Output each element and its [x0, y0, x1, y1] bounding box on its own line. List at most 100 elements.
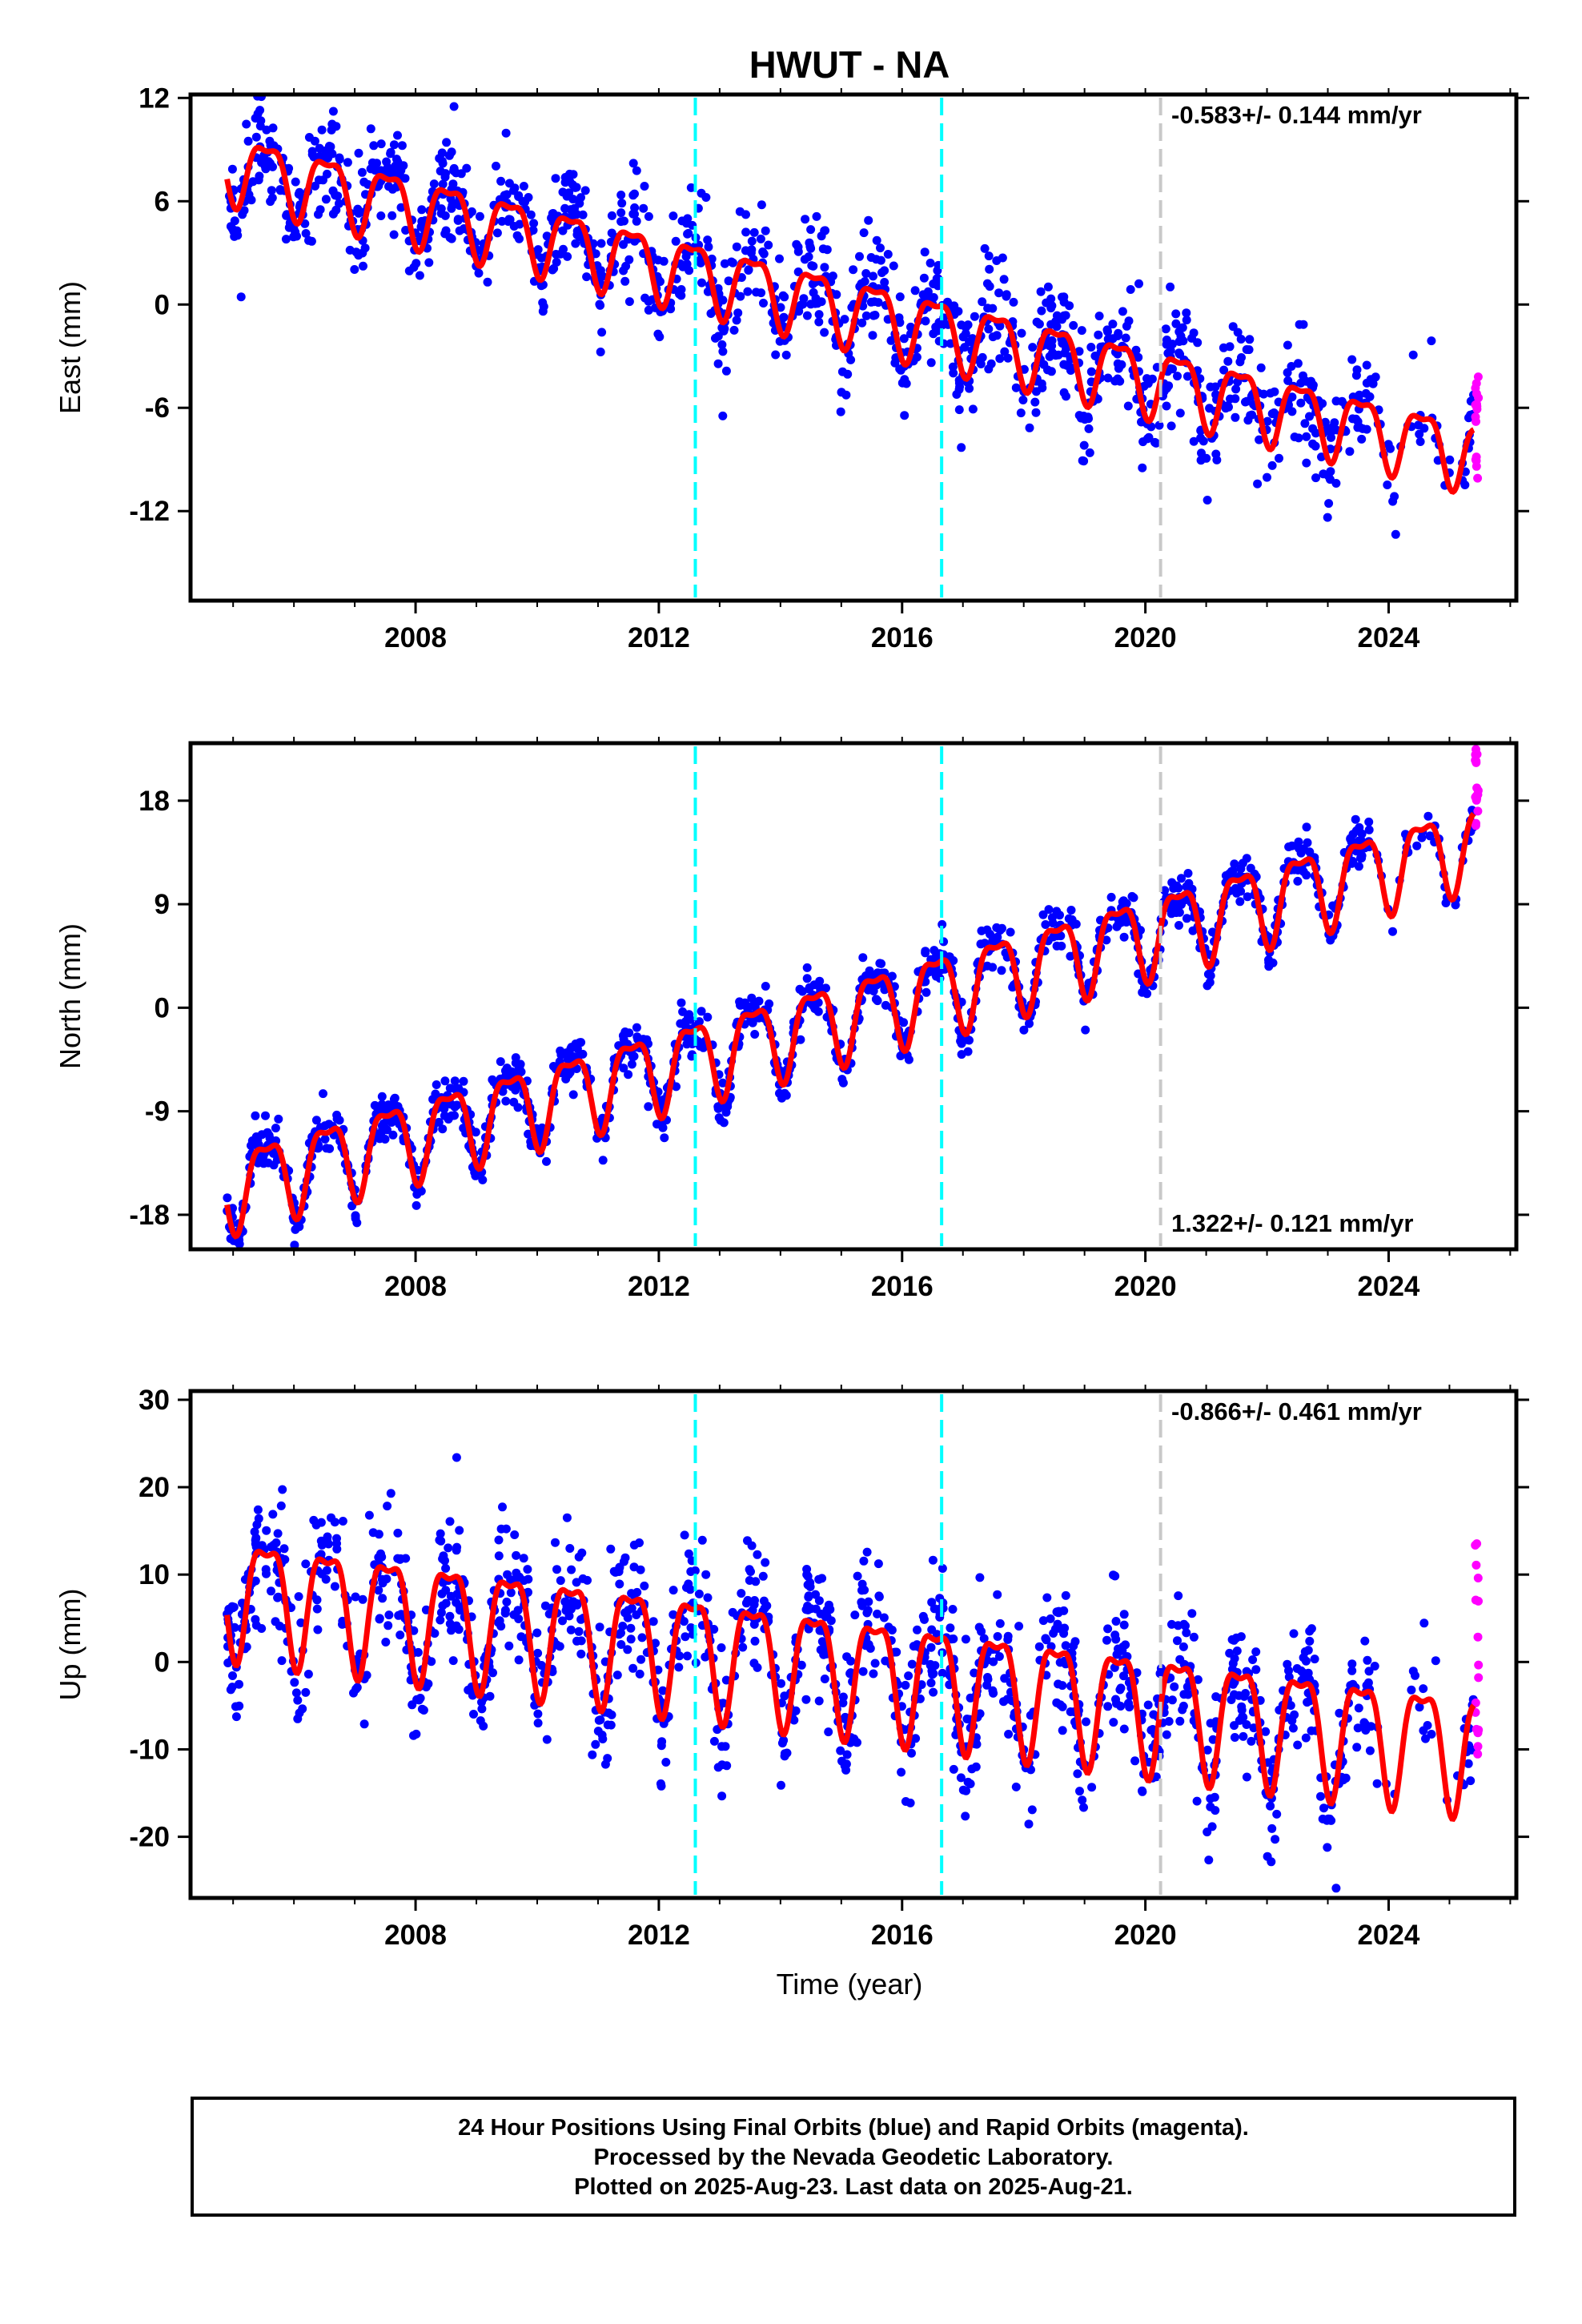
data-point: [938, 1668, 947, 1678]
data-point: [298, 1704, 307, 1714]
data-point: [699, 1043, 708, 1052]
data-point: [657, 1737, 667, 1747]
panel-frame: [188, 92, 1519, 603]
data-point: [1227, 1695, 1236, 1704]
data-point: [1196, 456, 1206, 465]
data-point: [1351, 814, 1360, 824]
data-point: [703, 1593, 713, 1602]
data-point: [294, 1592, 303, 1602]
data-point: [876, 243, 885, 253]
data-point: [514, 1614, 524, 1623]
data-point: [501, 1096, 511, 1106]
data-point: [335, 199, 343, 208]
data-point: [733, 308, 743, 318]
data-point: [868, 331, 877, 340]
data-point: [628, 1663, 638, 1673]
data-point: [1365, 1746, 1375, 1755]
data-point: [862, 1608, 872, 1618]
data-point: [1081, 1025, 1090, 1035]
data-point: [703, 1012, 713, 1022]
data-point: [567, 1565, 576, 1574]
data-point: [1330, 418, 1339, 428]
data-point: [454, 1625, 464, 1634]
data-point: [358, 1594, 367, 1604]
data-point: [954, 405, 964, 415]
data-point: [1182, 914, 1191, 923]
data-point: [496, 1524, 506, 1534]
data-point: [1182, 372, 1192, 381]
data-point: [301, 1687, 311, 1697]
data-point: [745, 1576, 754, 1585]
data-point: [810, 1004, 820, 1014]
data-point: [556, 1576, 565, 1586]
data-point: [502, 1063, 512, 1073]
data-point: [814, 1696, 824, 1706]
data-point: [572, 1578, 581, 1587]
data-point: [620, 216, 628, 226]
data-point: [993, 1632, 1002, 1641]
data-point: [1122, 321, 1131, 331]
data-point: [239, 206, 249, 215]
data-point: [594, 1715, 604, 1725]
data-point: [1272, 1809, 1282, 1819]
data-point: [1019, 1025, 1029, 1035]
data-point: [623, 1645, 632, 1655]
data-point: [1305, 412, 1314, 421]
data-point: [591, 1739, 600, 1749]
data-point: [718, 1078, 728, 1088]
data-point: [886, 336, 896, 345]
data-point: [957, 1039, 966, 1048]
data-point: [735, 997, 745, 1007]
data-point: [1283, 368, 1292, 377]
data-point: [820, 263, 829, 272]
data-point: [267, 186, 276, 195]
rapid-point: [1471, 1595, 1480, 1605]
data-point: [661, 1758, 671, 1767]
data-point: [983, 304, 993, 313]
data-point: [1345, 447, 1355, 456]
data-point: [1087, 1783, 1097, 1792]
data-point: [697, 1535, 707, 1545]
data-point: [278, 1485, 287, 1494]
data-point: [724, 276, 733, 286]
data-point: [1219, 365, 1229, 375]
data-point: [440, 1104, 449, 1114]
data-point: [1239, 1731, 1248, 1741]
data-point: [1111, 1617, 1121, 1626]
data-point: [963, 1777, 973, 1787]
rate-annotation: 1.322+/- 0.121 mm/yr: [1171, 1209, 1413, 1237]
data-point: [822, 245, 832, 255]
data-point: [332, 1538, 341, 1548]
data-point: [1419, 1618, 1429, 1628]
data-point: [970, 312, 979, 321]
data-point: [357, 167, 367, 177]
data-point: [1026, 1711, 1035, 1720]
data-point: [704, 242, 713, 251]
data-point: [1043, 282, 1053, 292]
data-point: [1390, 492, 1399, 501]
data-point: [255, 121, 265, 131]
data-point: [644, 296, 653, 306]
data-point: [391, 161, 400, 171]
data-point: [1187, 1609, 1197, 1618]
data-point: [440, 211, 450, 220]
data-point: [1299, 1668, 1307, 1678]
data-point: [632, 166, 641, 175]
data-point: [1230, 859, 1239, 869]
data-point: [1230, 1733, 1239, 1742]
data-point: [628, 159, 638, 168]
data-point: [1208, 1735, 1218, 1744]
data-point: [803, 1580, 813, 1590]
data-point: [1000, 347, 1010, 356]
data-point: [1110, 1571, 1120, 1581]
data-point: [1303, 838, 1312, 847]
data-point: [992, 331, 1002, 340]
data-point: [268, 1510, 278, 1519]
data-point: [927, 1598, 937, 1607]
data-point: [1228, 322, 1238, 332]
data-point: [838, 1078, 848, 1088]
data-point: [257, 1130, 267, 1140]
data-point: [905, 1798, 915, 1807]
data-point: [401, 226, 411, 235]
data-point: [1296, 378, 1306, 388]
